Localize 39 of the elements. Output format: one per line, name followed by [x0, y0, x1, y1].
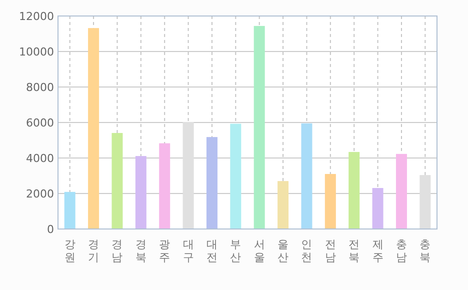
y-tick-label: 6000 — [26, 116, 54, 130]
x-tick-label: 부산 — [230, 238, 242, 264]
bar — [420, 175, 431, 229]
x-tick-label: 경남 — [112, 238, 123, 264]
x-tick-label: 서울 — [254, 238, 265, 264]
y-tick-label: 2000 — [26, 187, 54, 200]
y-tick-label: 4000 — [26, 152, 54, 165]
bar — [301, 123, 312, 229]
y-tick-label: 10000 — [19, 45, 54, 58]
bar — [230, 124, 242, 229]
x-tick-label: 강원 — [64, 238, 76, 264]
x-tick-label: 충남 — [396, 238, 407, 264]
x-tick-label: 제주 — [372, 238, 384, 264]
x-tick-label: 인천 — [301, 238, 312, 264]
x-tick-label: 대구 — [182, 238, 194, 264]
bar — [254, 26, 265, 229]
x-tick-label: 경기 — [88, 238, 100, 264]
bar — [64, 192, 76, 229]
x-tick-label: 경북 — [135, 238, 146, 264]
bar — [206, 137, 218, 229]
bar — [278, 181, 289, 229]
bar — [348, 152, 360, 229]
y-tick-label: 12000 — [19, 10, 54, 23]
y-tick-label: 0 — [47, 222, 54, 236]
bar — [182, 122, 194, 229]
x-tick-label: 대전 — [206, 238, 218, 264]
x-tick-label: 충북 — [420, 238, 431, 264]
x-tick-label: 전남 — [324, 238, 336, 264]
bar — [88, 28, 100, 229]
bar — [372, 188, 384, 229]
x-tick-label: 전북 — [348, 238, 360, 264]
bar — [159, 143, 170, 229]
bar — [396, 154, 407, 229]
bar — [135, 156, 146, 229]
x-tick-label: 울산 — [278, 238, 289, 264]
y-tick-label: 8000 — [26, 80, 54, 94]
bar — [324, 174, 336, 229]
x-tick-label: 광주 — [159, 238, 170, 264]
bar — [112, 132, 123, 229]
